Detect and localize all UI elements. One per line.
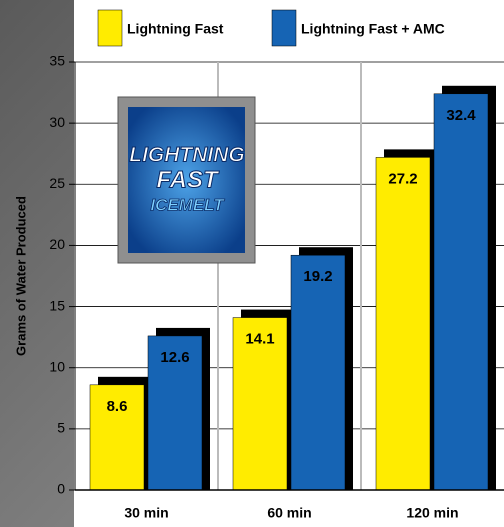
legend-swatch (97, 9, 123, 47)
x-tick-label: 120 min (406, 505, 458, 521)
legend-label: Lightning Fast + AMC (301, 21, 445, 37)
y-tick-label: 15 (49, 297, 65, 313)
x-tick-label: 30 min (124, 505, 168, 521)
logo-panel (128, 107, 245, 253)
value-label: 19.2 (303, 268, 332, 285)
value-label: 12.6 (160, 349, 189, 366)
logo: LIGHTNING FAST ICEMELT (117, 96, 256, 264)
y-tick-label: 20 (49, 236, 65, 252)
bar (290, 254, 346, 491)
bar (147, 335, 203, 491)
bar (433, 93, 489, 491)
logo-text: LIGHTNING (129, 144, 245, 167)
x-tick-label: 60 min (267, 505, 311, 521)
bar (232, 317, 288, 491)
legend-swatch (271, 9, 297, 47)
y-tick-label: 35 (49, 53, 65, 69)
logo-text: FAST (156, 166, 220, 193)
bar (89, 384, 145, 491)
value-label: 27.2 (388, 170, 417, 187)
y-tick-label: 0 (57, 481, 65, 497)
value-label: 32.4 (446, 107, 476, 124)
legend-label: Lightning Fast (127, 21, 224, 37)
bar (375, 157, 431, 491)
y-tick-label: 10 (49, 358, 65, 374)
logo-text: ICEMELT (150, 195, 225, 214)
y-tick-label: 30 (49, 114, 65, 130)
y-tick-label: 5 (57, 420, 65, 436)
y-axis-label: Grams of Water Produced (13, 196, 28, 356)
y-tick-label: 25 (49, 175, 65, 191)
value-label: 14.1 (245, 331, 274, 348)
value-label: 8.6 (107, 398, 128, 415)
